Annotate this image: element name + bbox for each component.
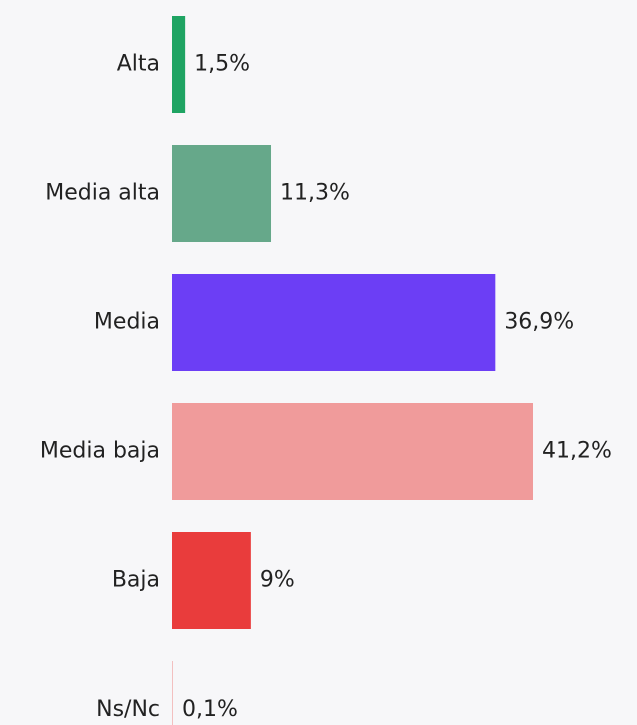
- value-label: 11,3%: [280, 181, 350, 206]
- bar: [172, 145, 272, 242]
- bar: [172, 532, 251, 629]
- category-label: Ns/Nc: [96, 697, 160, 722]
- value-label: 9%: [260, 568, 295, 593]
- value-label: 41,2%: [542, 439, 612, 464]
- value-label: 36,9%: [504, 310, 574, 335]
- category-label: Media alta: [45, 181, 160, 206]
- category-label: Media: [94, 310, 160, 335]
- category-label: Baja: [112, 568, 160, 593]
- value-label: 0,1%: [182, 697, 238, 722]
- category-label: Media baja: [40, 439, 160, 464]
- bar: [172, 274, 496, 371]
- category-label: Alta: [117, 52, 160, 77]
- bar: [172, 16, 186, 113]
- value-label: 1,5%: [194, 52, 250, 77]
- bar: [172, 661, 173, 725]
- bar: [172, 403, 533, 500]
